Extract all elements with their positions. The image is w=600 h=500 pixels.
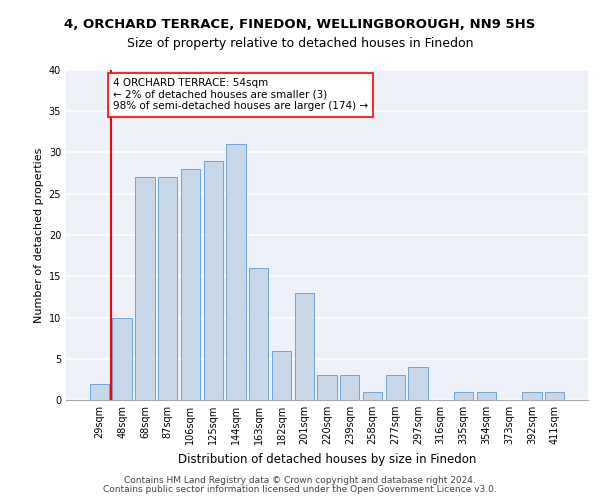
Text: 4, ORCHARD TERRACE, FINEDON, WELLINGBOROUGH, NN9 5HS: 4, ORCHARD TERRACE, FINEDON, WELLINGBORO… bbox=[64, 18, 536, 30]
Bar bbox=[340, 375, 359, 400]
Bar bbox=[363, 392, 382, 400]
X-axis label: Distribution of detached houses by size in Finedon: Distribution of detached houses by size … bbox=[178, 452, 476, 466]
Bar bbox=[90, 384, 109, 400]
Y-axis label: Number of detached properties: Number of detached properties bbox=[34, 148, 44, 322]
Bar bbox=[476, 392, 496, 400]
Text: 4 ORCHARD TERRACE: 54sqm
← 2% of detached houses are smaller (3)
98% of semi-det: 4 ORCHARD TERRACE: 54sqm ← 2% of detache… bbox=[113, 78, 368, 112]
Bar bbox=[386, 375, 405, 400]
Bar bbox=[135, 177, 155, 400]
Bar bbox=[272, 350, 291, 400]
Bar bbox=[545, 392, 564, 400]
Bar bbox=[112, 318, 132, 400]
Bar bbox=[226, 144, 245, 400]
Bar bbox=[249, 268, 268, 400]
Bar bbox=[522, 392, 542, 400]
Text: Contains public sector information licensed under the Open Government Licence v3: Contains public sector information licen… bbox=[103, 485, 497, 494]
Text: Size of property relative to detached houses in Finedon: Size of property relative to detached ho… bbox=[127, 38, 473, 51]
Bar bbox=[295, 292, 314, 400]
Bar bbox=[158, 177, 178, 400]
Bar bbox=[203, 160, 223, 400]
Bar bbox=[181, 169, 200, 400]
Bar bbox=[317, 375, 337, 400]
Bar bbox=[409, 367, 428, 400]
Text: Contains HM Land Registry data © Crown copyright and database right 2024.: Contains HM Land Registry data © Crown c… bbox=[124, 476, 476, 485]
Bar bbox=[454, 392, 473, 400]
